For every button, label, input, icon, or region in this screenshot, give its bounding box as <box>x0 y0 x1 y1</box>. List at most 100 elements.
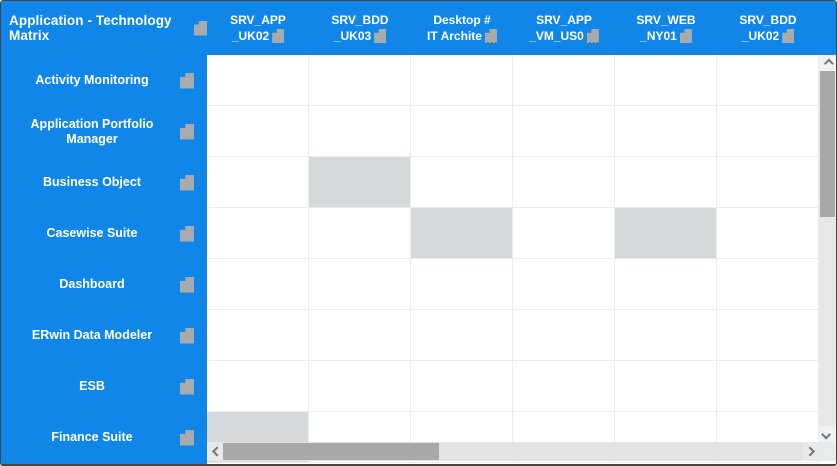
column-header-1[interactable]: SRV_APP _UK02 <box>207 1 309 55</box>
scroll-down-button[interactable] <box>819 426 836 442</box>
matrix-cell-r6-c2[interactable] <box>309 310 411 361</box>
matrix-cell-r5-c6[interactable] <box>717 259 819 310</box>
column-header-5[interactable]: SRV_WEB _NY01 <box>615 1 717 55</box>
row-header-2[interactable]: Application Portfolio Manager <box>1 106 207 157</box>
row-header-5[interactable]: Dashboard <box>1 259 207 310</box>
application-doc-icon <box>180 124 194 140</box>
row-header-3[interactable]: Business Object <box>1 157 207 208</box>
chevron-left-icon <box>211 446 222 457</box>
matrix-cell-r3-c4[interactable] <box>513 157 615 208</box>
matrix-cell-r2-c1[interactable] <box>207 106 309 157</box>
horizontal-scroll-thumb[interactable] <box>223 443 439 460</box>
row-header-7[interactable]: ESB <box>1 361 207 412</box>
matrix-cell-r3-c1[interactable] <box>207 157 309 208</box>
horizontal-scrollbar[interactable] <box>207 442 819 461</box>
matrix-cell-r4-c2[interactable] <box>309 208 411 259</box>
matrix-title-cell[interactable]: Application - Technology Matrix <box>1 1 207 55</box>
row-header-label: Business Object <box>43 175 141 189</box>
scroll-right-button[interactable] <box>803 442 819 461</box>
matrix-cell-r7-c4[interactable] <box>513 361 615 412</box>
matrix-cell-r6-c3[interactable] <box>411 310 513 361</box>
matrix-cell-r3-c2[interactable] <box>309 157 411 208</box>
matrix-cell-r2-c4[interactable] <box>513 106 615 157</box>
technology-doc-icon <box>374 29 386 43</box>
vertical-scrollbar[interactable] <box>819 55 836 442</box>
row-header-label: Application Portfolio Manager <box>30 116 154 146</box>
matrix-cell-r5-c2[interactable] <box>309 259 411 310</box>
chevron-up-icon <box>823 58 834 68</box>
column-header-line2: _UK02 <box>231 29 270 43</box>
column-header-line2: _VM_US0 <box>529 29 584 43</box>
application-doc-icon <box>180 175 194 191</box>
column-header-line1: SRV_APP <box>536 13 592 27</box>
matrix-cell-r5-c5[interactable] <box>615 259 717 310</box>
column-header-3[interactable]: Desktop # IT Archite... <box>411 1 513 55</box>
matrix-cell-r2-c3[interactable] <box>411 106 513 157</box>
matrix-cell-r2-c5[interactable] <box>615 106 717 157</box>
matrix-cell-r3-c5[interactable] <box>615 157 717 208</box>
matrix-cell-r7-c1[interactable] <box>207 361 309 412</box>
matrix-cell-r4-c5[interactable] <box>615 208 717 259</box>
matrix-cell-r4-c4[interactable] <box>513 208 615 259</box>
matrix-cell-r7-c6[interactable] <box>717 361 819 412</box>
row-header-4[interactable]: Casewise Suite <box>1 208 207 259</box>
matrix-cell-r7-c5[interactable] <box>615 361 717 412</box>
row-header-6[interactable]: ERwin Data Modeler <box>1 310 207 361</box>
row-header-label: Dashboard <box>59 277 125 291</box>
scrollbar-corner <box>819 442 836 461</box>
technology-doc-icon: ... <box>587 29 600 47</box>
matrix-cell-r5-c4[interactable] <box>513 259 615 310</box>
matrix-cell-r6-c6[interactable] <box>717 310 819 361</box>
technology-doc-icon <box>272 29 284 43</box>
application-doc-icon <box>180 379 194 395</box>
chevron-right-icon <box>804 446 815 457</box>
column-header-2[interactable]: SRV_BDD _UK03 <box>309 1 411 55</box>
matrix-cell-r3-c6[interactable] <box>717 157 819 208</box>
column-header-6[interactable]: SRV_BDD _UK02 <box>717 1 819 55</box>
matrix-cell-r6-c1[interactable] <box>207 310 309 361</box>
matrix-doc-icon <box>194 21 207 36</box>
matrix-cell-r2-c2[interactable] <box>309 106 411 157</box>
row-header-1[interactable]: Activity Monitoring <box>1 55 207 106</box>
matrix-cell-r4-c3[interactable] <box>411 208 513 259</box>
column-header-line1: SRV_BDD <box>331 13 389 27</box>
matrix-cell-r4-c6[interactable] <box>717 208 819 259</box>
row-header-8[interactable]: Finance Suite <box>1 412 207 463</box>
matrix-cell-r6-c4[interactable] <box>513 310 615 361</box>
matrix-cell-r1-c1[interactable] <box>207 55 309 106</box>
matrix-cell-r5-c3[interactable] <box>411 259 513 310</box>
matrix-header: Application - Technology Matrix SRV_APP _… <box>1 1 836 55</box>
matrix-cell-r3-c3[interactable] <box>411 157 513 208</box>
chevron-down-icon <box>821 429 832 439</box>
row-header-label: Finance Suite <box>51 430 133 444</box>
matrix-cell-r1-c5[interactable] <box>615 55 717 106</box>
matrix-cell-r4-c1[interactable] <box>207 208 309 259</box>
matrix-cell-r1-c4[interactable] <box>513 55 615 106</box>
row-header-label: Casewise Suite <box>46 226 138 240</box>
matrix-cell-r5-c1[interactable] <box>207 259 309 310</box>
column-header-line2: IT Archite <box>427 29 482 43</box>
vertical-scroll-thumb[interactable] <box>820 71 835 217</box>
column-header-4[interactable]: SRV_APP _VM_US0... <box>513 1 615 55</box>
technology-doc-icon: ... <box>485 29 497 46</box>
matrix-grid <box>207 55 819 464</box>
application-doc-icon <box>180 328 194 344</box>
row-header-label: ERwin Data Modeler <box>31 328 153 342</box>
column-header-line2: _NY01 <box>640 29 677 43</box>
scroll-left-button[interactable] <box>207 442 223 461</box>
application-doc-icon <box>180 73 194 89</box>
column-header-line1: SRV_BDD <box>739 13 797 27</box>
column-headers: SRV_APP _UK02 SRV_BDD _UK03 Desktop # IT Arch… <box>207 1 836 55</box>
matrix-cell-r7-c2[interactable] <box>309 361 411 412</box>
column-header-line1: SRV_APP <box>230 13 286 27</box>
truncation-ellipsis: ... <box>588 33 600 47</box>
matrix-cell-r7-c3[interactable] <box>411 361 513 412</box>
scroll-up-button[interactable] <box>819 55 836 71</box>
matrix-cell-r1-c2[interactable] <box>309 55 411 106</box>
matrix-cell-r1-c3[interactable] <box>411 55 513 106</box>
matrix-cell-r6-c5[interactable] <box>615 310 717 361</box>
matrix-title: Application - Technology Matrix <box>9 13 172 43</box>
matrix-cell-r2-c6[interactable] <box>717 106 819 157</box>
matrix-cell-r1-c6[interactable] <box>717 55 819 106</box>
